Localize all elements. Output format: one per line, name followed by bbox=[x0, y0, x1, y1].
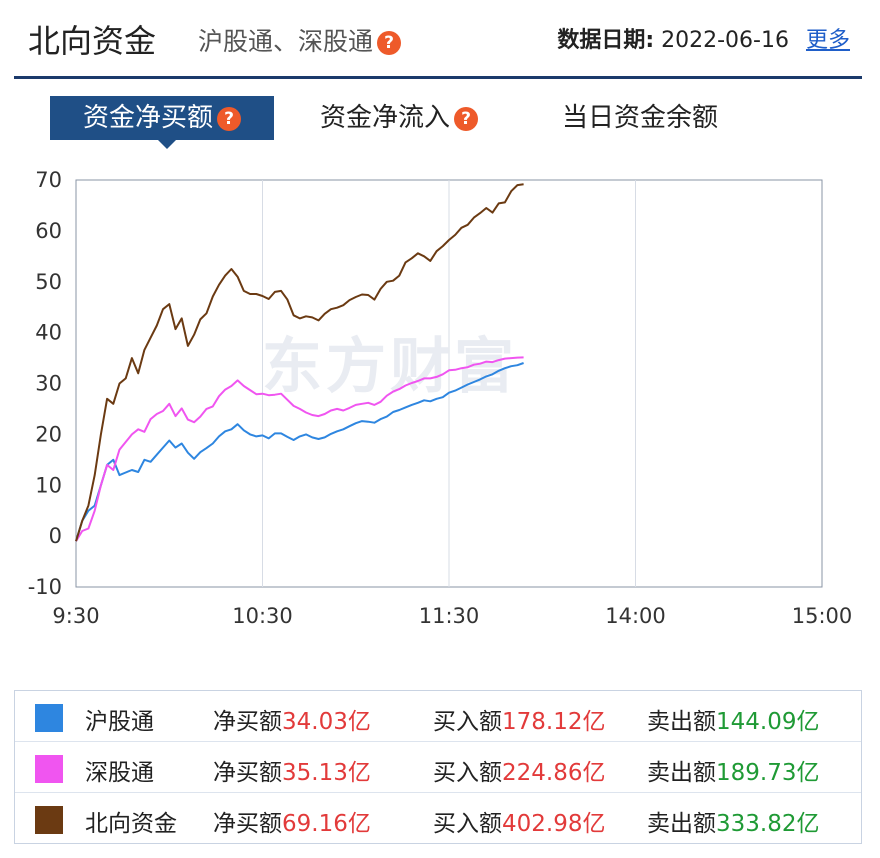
x-tick-label: 14:00 bbox=[605, 604, 666, 628]
legend-name: 北向资金 bbox=[85, 811, 177, 837]
help-icon[interactable]: ? bbox=[217, 106, 241, 131]
tab-daily-balance[interactable]: 当日资金余额 bbox=[562, 96, 718, 140]
sell-cell: 卖出额144.09亿 bbox=[647, 702, 819, 736]
tab-daily-balance-label: 当日资金余额 bbox=[562, 103, 719, 133]
legend-swatch bbox=[35, 755, 63, 783]
net-buy-label: 净买额 bbox=[213, 760, 282, 786]
sell-value: 144.09亿 bbox=[716, 709, 820, 735]
buy-cell: 买入额402.98亿 bbox=[433, 804, 605, 838]
buy-value: 402.98亿 bbox=[502, 811, 606, 837]
sell-value: 189.73亿 bbox=[716, 760, 820, 786]
legend-table: 沪股通 净买额34.03亿 买入额178.12亿 卖出额144.09亿 深股通 … bbox=[14, 690, 862, 844]
net-buy-cell: 净买额35.13亿 bbox=[213, 753, 371, 787]
sell-label: 卖出额 bbox=[647, 760, 716, 786]
active-tab-pointer bbox=[158, 140, 176, 149]
tab-net-buy-label: 资金净买额 bbox=[82, 103, 213, 133]
header: 北向资金 沪股通、深股通? 数据日期: 2022-06-16 更多 bbox=[0, 0, 880, 79]
x-tick-label: 9:30 bbox=[52, 604, 99, 628]
net-buy-label: 净买额 bbox=[213, 811, 282, 837]
tab-net-inflow[interactable]: 资金净流入? bbox=[320, 96, 479, 140]
y-tick-label: 10 bbox=[35, 473, 62, 497]
sell-value: 333.82亿 bbox=[716, 811, 820, 837]
buy-cell: 买入额178.12亿 bbox=[433, 702, 605, 736]
help-icon[interactable]: ? bbox=[454, 106, 479, 131]
date-label: 数据日期: bbox=[557, 28, 655, 53]
y-tick-label: 50 bbox=[35, 270, 62, 294]
net-buy-cell: 净买额34.03亿 bbox=[213, 702, 371, 736]
subtitle: 沪股通、深股通? bbox=[198, 22, 402, 58]
net-buy-cell: 净买额69.16亿 bbox=[213, 804, 371, 838]
series-line-1 bbox=[75, 356, 524, 542]
buy-value: 224.86亿 bbox=[502, 760, 606, 786]
buy-value: 178.12亿 bbox=[502, 709, 606, 735]
watermark: 东方财富 bbox=[262, 332, 518, 402]
legend-name: 深股通 bbox=[85, 760, 154, 786]
series-line-0 bbox=[75, 362, 524, 542]
buy-label: 买入额 bbox=[433, 811, 502, 837]
y-tick-label: 70 bbox=[35, 168, 62, 192]
buy-label: 买入额 bbox=[433, 709, 502, 735]
y-tick-label: 0 bbox=[49, 524, 62, 548]
y-tick-label: 30 bbox=[35, 372, 62, 396]
x-tick-label: 15:00 bbox=[792, 604, 853, 628]
tab-net-inflow-label: 资金净流入 bbox=[320, 103, 451, 133]
page-title: 北向资金 bbox=[28, 22, 157, 60]
buy-cell: 买入额224.86亿 bbox=[433, 753, 605, 787]
net-buy-value: 35.13亿 bbox=[282, 760, 371, 786]
legend-swatch bbox=[35, 806, 63, 834]
chart-svg: 9:30 10:30 11:30 14:00 15:00 70 60 50 40 30 20 10 0 -… bbox=[28, 168, 853, 628]
net-buy-value: 69.16亿 bbox=[282, 811, 371, 837]
legend-name: 沪股通 bbox=[85, 709, 154, 735]
sell-label: 卖出额 bbox=[647, 811, 716, 837]
tab-net-buy[interactable]: 资金净买额? bbox=[50, 96, 274, 149]
net-buy-label: 净买额 bbox=[213, 709, 282, 735]
legend-row: 北向资金 净买额69.16亿 买入额402.98亿 卖出额333.82亿 bbox=[15, 793, 861, 843]
legend-row: 深股通 净买额35.13亿 买入额224.86亿 卖出额189.73亿 bbox=[15, 742, 861, 793]
x-tick-label: 11:30 bbox=[419, 604, 480, 628]
x-tick-label: 10:30 bbox=[232, 604, 293, 628]
legend-swatch bbox=[35, 704, 63, 732]
sell-cell: 卖出额333.82亿 bbox=[647, 804, 819, 838]
date-value: 2022-06-16 bbox=[661, 28, 789, 53]
series-line-2 bbox=[75, 183, 524, 542]
more-link[interactable]: 更多 bbox=[805, 28, 850, 53]
sell-cell: 卖出额189.73亿 bbox=[647, 753, 819, 787]
net-buy-value: 34.03亿 bbox=[282, 709, 371, 735]
header-divider bbox=[14, 76, 862, 79]
data-date: 数据日期: 2022-06-16 更多 bbox=[557, 22, 850, 54]
help-icon[interactable]: ? bbox=[377, 31, 402, 55]
sell-label: 卖出额 bbox=[647, 709, 716, 735]
y-tick-label: 40 bbox=[35, 321, 62, 345]
y-tick-label: 20 bbox=[35, 422, 62, 446]
line-chart: 9:30 10:30 11:30 14:00 15:00 70 60 50 40 30 20 10 0 -… bbox=[0, 160, 880, 640]
buy-label: 买入额 bbox=[433, 760, 502, 786]
y-tick-label: 60 bbox=[35, 219, 62, 243]
subtitle-text: 沪股通、深股通 bbox=[198, 27, 374, 56]
y-tick-label: -10 bbox=[28, 575, 62, 599]
legend-row: 沪股通 净买额34.03亿 买入额178.12亿 卖出额144.09亿 bbox=[15, 691, 861, 742]
